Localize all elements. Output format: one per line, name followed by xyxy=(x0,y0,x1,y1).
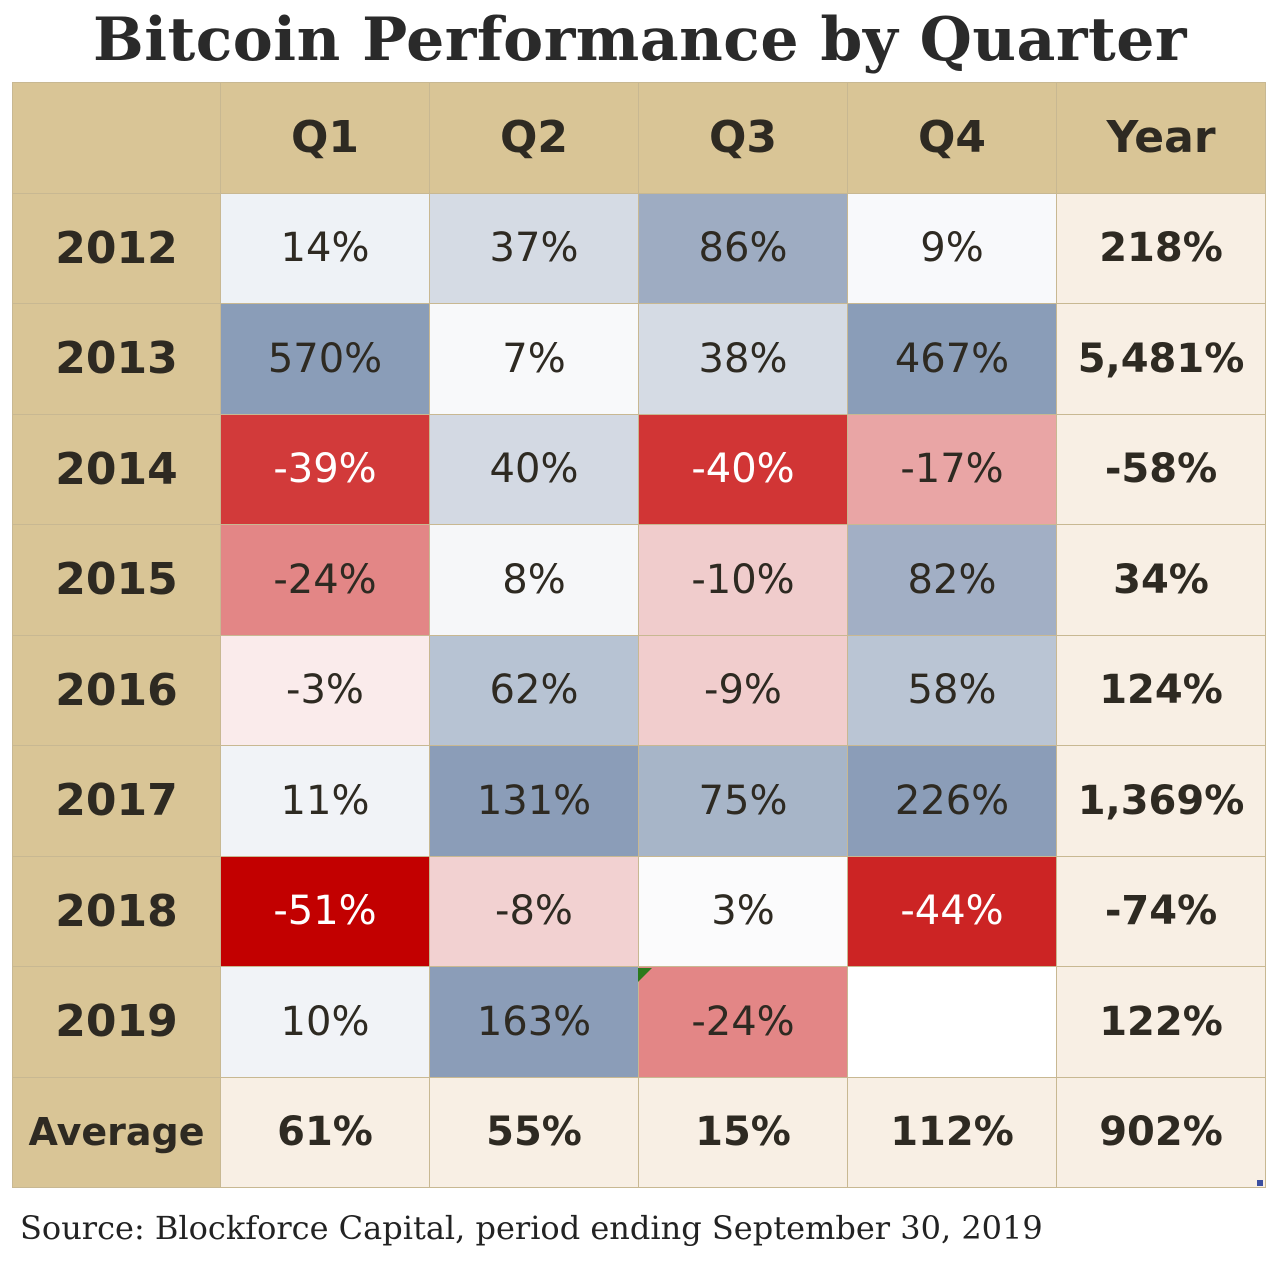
header-q1: Q1 xyxy=(220,82,430,194)
quarter-cell-q3: 38% xyxy=(638,303,848,415)
header-q4: Q4 xyxy=(847,82,1057,194)
table-row: 2014 -39% 40% -40% -17% -58% xyxy=(12,413,1266,525)
quarter-cell-q1: -3% xyxy=(220,634,430,746)
row-year: 2018 xyxy=(12,855,221,967)
quarter-cell-q2: 40% xyxy=(429,413,639,525)
quarter-cell-q2: 62% xyxy=(429,634,639,746)
year-total-cell: 122% xyxy=(1056,966,1266,1078)
row-year: 2017 xyxy=(12,745,221,857)
year-total-cell: 34% xyxy=(1056,524,1266,636)
table-row: 2019 10% 163% -24% 122% xyxy=(12,966,1266,1078)
quarter-cell-q2: 8% xyxy=(429,524,639,636)
quarter-cell-q2: 163% xyxy=(429,966,639,1078)
table-row: 2013 570% 7% 38% 467% 5,481% xyxy=(12,303,1266,415)
year-total-cell: -74% xyxy=(1056,855,1266,967)
header-q2: Q2 xyxy=(429,82,639,194)
average-row: Average 61% 55% 15% 112% 902% xyxy=(12,1076,1266,1188)
year-total-cell: 5,481% xyxy=(1056,303,1266,415)
average-year: 902% xyxy=(1056,1076,1266,1188)
quarter-cell-q4: -17% xyxy=(847,413,1057,525)
table-row: 2018 -51% -8% 3% -44% -74% xyxy=(12,855,1266,967)
quarter-cell-q4: 467% xyxy=(847,303,1057,415)
quarter-cell-q1: 11% xyxy=(220,745,430,857)
resize-handle-icon xyxy=(1257,1180,1263,1186)
quarter-cell-q3: -24% xyxy=(638,966,848,1078)
quarter-cell-q4: 9% xyxy=(847,192,1057,304)
quarter-cell-q3: 75% xyxy=(638,745,848,857)
table-row: 2016 -3% 62% -9% 58% 124% xyxy=(12,634,1266,746)
quarter-cell-q2: 37% xyxy=(429,192,639,304)
source-note: Source: Blockforce Capital, period endin… xyxy=(20,1209,1043,1247)
quarter-cell-q4: 82% xyxy=(847,524,1057,636)
comment-marker-icon xyxy=(638,968,652,982)
average-q4: 112% xyxy=(847,1076,1057,1188)
quarter-cell-q4: 226% xyxy=(847,745,1057,857)
quarter-cell-q4: 58% xyxy=(847,634,1057,746)
quarter-cell-q3: -9% xyxy=(638,634,848,746)
quarter-cell-q3: -10% xyxy=(638,524,848,636)
quarter-cell-q1: -24% xyxy=(220,524,430,636)
year-total-cell: 1,369% xyxy=(1056,745,1266,857)
year-total-cell: 218% xyxy=(1056,192,1266,304)
quarter-cell-q2: 7% xyxy=(429,303,639,415)
quarter-cell-q4: -44% xyxy=(847,855,1057,967)
header-row: Q1 Q2 Q3 Q4 Year xyxy=(12,82,1266,194)
quarter-cell-q3: -40% xyxy=(638,413,848,525)
average-q3: 15% xyxy=(638,1076,848,1188)
average-q2: 55% xyxy=(429,1076,639,1188)
row-year: 2019 xyxy=(12,966,221,1078)
row-year: 2014 xyxy=(12,413,221,525)
quarter-cell-q1: -51% xyxy=(220,855,430,967)
year-total-cell: 124% xyxy=(1056,634,1266,746)
quarter-cell-q1: 570% xyxy=(220,303,430,415)
header-year: Year xyxy=(1056,82,1266,194)
quarter-cell-q1: 14% xyxy=(220,192,430,304)
quarter-cell-q2: 131% xyxy=(429,745,639,857)
chart-title: Bitcoin Performance by Quarter xyxy=(93,5,1187,75)
quarter-cell-q1: 10% xyxy=(220,966,430,1078)
quarter-cell-q3: 86% xyxy=(638,192,848,304)
quarter-cell-q3: 3% xyxy=(638,855,848,967)
header-q3: Q3 xyxy=(638,82,848,194)
row-year: 2013 xyxy=(12,303,221,415)
row-year: 2016 xyxy=(12,634,221,746)
year-total-cell: -58% xyxy=(1056,413,1266,525)
row-year: 2012 xyxy=(12,192,221,304)
table-row: 2012 14% 37% 86% 9% 218% xyxy=(12,192,1266,304)
table-row: 2017 11% 131% 75% 226% 1,369% xyxy=(12,745,1266,857)
quarter-cell-q2: -8% xyxy=(429,855,639,967)
average-label: Average xyxy=(12,1076,221,1188)
average-q1: 61% xyxy=(220,1076,430,1188)
performance-table: Q1 Q2 Q3 Q4 Year 2012 14% 37% 86% 9% 218% 2013… xyxy=(12,82,1266,1188)
quarter-cell-q4 xyxy=(847,966,1057,1078)
row-year: 2015 xyxy=(12,524,221,636)
header-corner xyxy=(12,82,221,194)
table-row: 2015 -24% 8% -10% 82% 34% xyxy=(12,524,1266,636)
quarter-cell-q1: -39% xyxy=(220,413,430,525)
